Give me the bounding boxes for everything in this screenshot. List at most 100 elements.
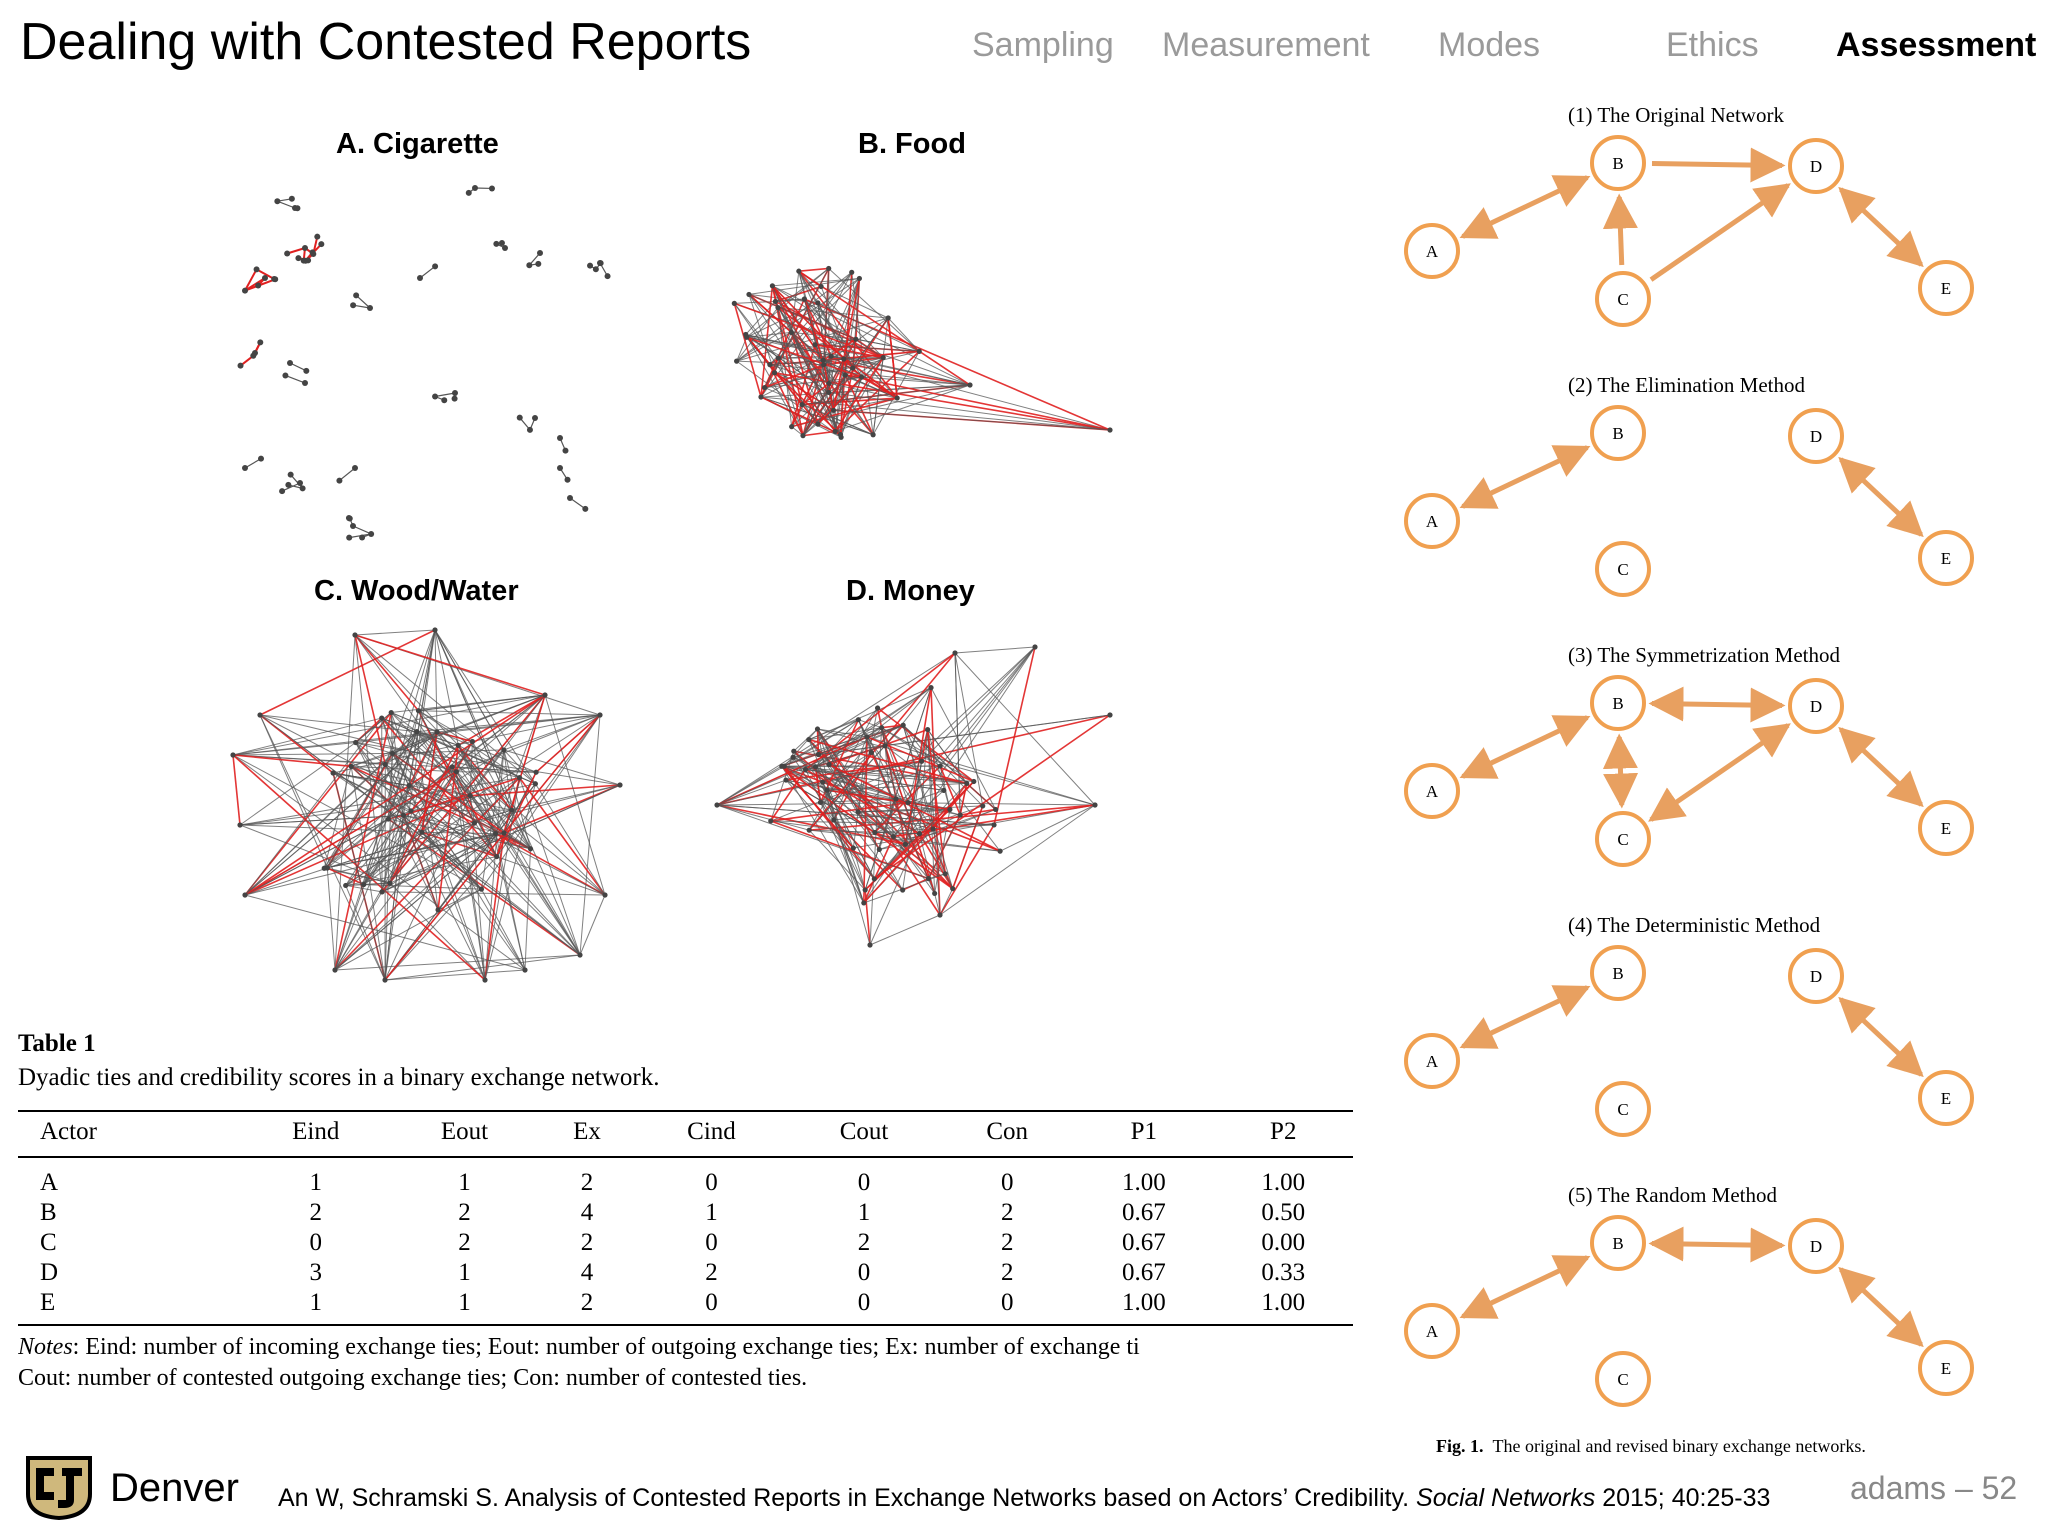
network-edge	[354, 634, 459, 746]
table-cell: 1.00	[1121, 1169, 1166, 1196]
network-node	[1107, 427, 1113, 433]
network-node	[880, 355, 886, 361]
network-edge	[244, 818, 389, 896]
network-node	[382, 761, 388, 768]
network-node	[432, 393, 439, 400]
network-node	[856, 275, 863, 282]
network-edge	[801, 382, 830, 406]
network-node	[900, 722, 906, 728]
network-node	[824, 787, 830, 793]
tab-ethics[interactable]: Ethics	[1666, 26, 1759, 64]
column-header: Cind	[635, 1110, 788, 1158]
table-cell: 1	[309, 1169, 322, 1196]
network-edge	[345, 882, 391, 886]
network-node	[937, 763, 943, 769]
network-node	[1107, 712, 1113, 718]
network-edge	[802, 430, 836, 437]
actor-label: E	[1941, 819, 1951, 838]
network-edge	[960, 808, 996, 816]
network-edge	[817, 317, 889, 425]
network-edge	[736, 278, 860, 362]
method-diagrams: (1) The Original Network A B C D E (2) The Eli…	[1404, 103, 1974, 1407]
method-title: (2) The Elimination Method	[1568, 373, 1805, 397]
actor-label: A	[1426, 782, 1439, 801]
method-edge	[1838, 996, 1924, 1078]
actor-node	[1590, 675, 1646, 731]
network-edge	[808, 739, 954, 890]
network-edge	[783, 765, 828, 791]
network-node	[516, 414, 523, 421]
network-edge	[469, 749, 505, 796]
network-edge	[874, 831, 906, 846]
network-node	[501, 830, 507, 836]
network-node	[242, 892, 248, 898]
network-node	[826, 389, 832, 396]
network-node	[250, 352, 257, 359]
actor-node	[1788, 138, 1844, 194]
network-node	[832, 428, 838, 435]
tab-sampling[interactable]: Sampling	[972, 26, 1114, 64]
network-edge	[798, 270, 863, 378]
network-edge	[808, 739, 854, 849]
panel-title-money: D. Money	[846, 575, 975, 607]
network-node	[980, 803, 986, 809]
method-edge	[1838, 1266, 1924, 1348]
network-edge	[918, 729, 929, 834]
network-edge	[716, 804, 929, 880]
actor-node	[1788, 408, 1844, 464]
exchange-network-figure: (1) The Original Network A B C D E (2) The Eli…	[1380, 96, 2048, 1466]
network-edge	[232, 717, 382, 756]
network-edge	[289, 362, 307, 372]
network-edge	[716, 779, 787, 806]
actor-label: A	[1426, 242, 1439, 261]
network-node	[821, 362, 827, 368]
network-node	[472, 185, 478, 191]
network-node	[714, 802, 720, 808]
network-node	[415, 708, 422, 714]
table-cell: 2	[458, 1199, 471, 1226]
table-cell: 0.33	[1261, 1259, 1306, 1286]
network-node	[537, 250, 543, 256]
network-edge	[457, 694, 546, 747]
network-edge	[345, 856, 497, 886]
actor-node	[1788, 1218, 1844, 1274]
network-edge	[434, 629, 581, 956]
network-node	[942, 871, 948, 877]
network-node	[242, 465, 248, 471]
network-node	[389, 750, 396, 756]
network-edge	[866, 736, 934, 830]
network-node	[419, 829, 425, 835]
network-node	[527, 846, 534, 852]
network-node	[305, 257, 312, 264]
network-node	[284, 250, 291, 257]
network-edge	[954, 652, 961, 815]
network-node	[885, 315, 891, 321]
network-edge	[887, 317, 920, 352]
network-edge	[334, 634, 356, 971]
network-node	[255, 282, 262, 289]
network-edge	[381, 717, 459, 746]
network-node	[502, 245, 508, 251]
network-node	[330, 770, 336, 776]
network-node	[272, 276, 279, 283]
method-edge	[1459, 715, 1591, 779]
network-node	[842, 372, 848, 378]
network-node	[279, 488, 286, 495]
network-node	[850, 845, 856, 851]
table-cell: 1	[241, 1288, 391, 1326]
network-edge	[244, 731, 438, 896]
network-node	[387, 880, 393, 886]
table-cell: 2	[580, 1229, 594, 1256]
network-node	[297, 480, 303, 486]
network-edge	[817, 728, 859, 813]
network-edge	[869, 833, 920, 946]
column-header: P2	[1213, 1110, 1353, 1158]
table-cell: 0	[857, 1169, 871, 1196]
tab-modes[interactable]: Modes	[1438, 26, 1541, 64]
network-node	[744, 334, 750, 340]
tab-assessment[interactable]: Assessment	[1836, 26, 2037, 64]
network-edge	[774, 372, 835, 411]
actor-node	[1595, 811, 1651, 867]
tab-measurement[interactable]: Measurement	[1162, 26, 1370, 64]
network-node	[767, 362, 773, 368]
